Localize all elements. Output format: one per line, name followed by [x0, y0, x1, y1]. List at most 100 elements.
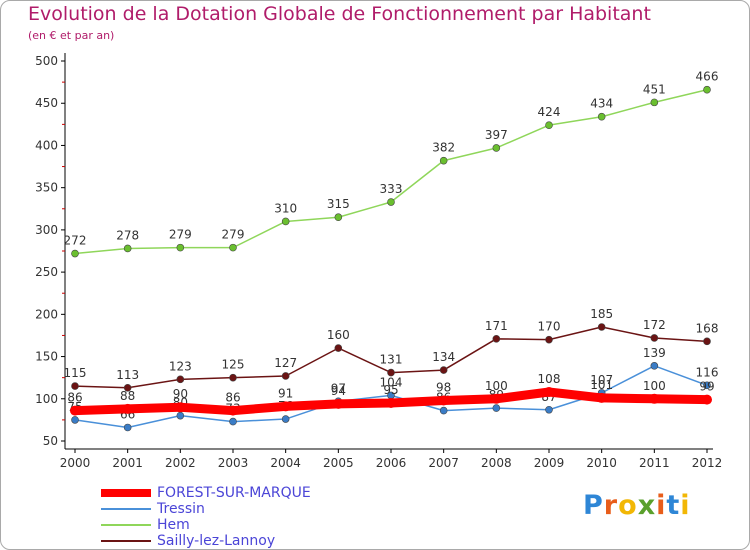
data-label: 108 — [538, 372, 561, 386]
data-point — [280, 401, 291, 412]
logo-letter: o — [618, 490, 638, 521]
proxiti-logo: Proxiti — [583, 490, 691, 521]
data-point — [71, 416, 79, 424]
data-point — [545, 405, 553, 414]
data-label: 115 — [64, 366, 87, 380]
data-label: 310 — [274, 201, 297, 215]
y-tick-label: 200 — [35, 307, 58, 321]
legend-label-hem: Hem — [157, 517, 190, 533]
legend-swatch-forest — [101, 489, 151, 497]
data-point — [545, 121, 553, 129]
data-point — [597, 112, 606, 121]
data-point — [387, 368, 395, 377]
data-label: 125 — [222, 358, 245, 372]
data-point — [649, 393, 660, 404]
data-point — [281, 415, 290, 423]
logo-letter: P — [583, 490, 604, 521]
data-label: 94 — [331, 384, 346, 398]
data-point — [492, 144, 501, 152]
data-point — [176, 243, 185, 252]
x-tick-label: 2007 — [428, 456, 459, 470]
x-tick-label: 2009 — [534, 456, 565, 470]
data-label: 279 — [222, 228, 245, 242]
data-point — [597, 323, 606, 331]
data-point — [386, 398, 396, 408]
legend-item-tressin: Tressin — [101, 501, 311, 517]
data-label: 168 — [696, 321, 719, 335]
data-label: 424 — [538, 105, 561, 119]
data-point — [596, 392, 607, 403]
data-label: 171 — [485, 319, 508, 333]
data-point — [333, 398, 344, 409]
data-label: 434 — [590, 97, 613, 111]
x-tick-label: 2005 — [323, 456, 354, 470]
data-label: 88 — [120, 389, 135, 403]
x-tick-label: 2003 — [218, 456, 249, 470]
data-point — [281, 217, 290, 226]
x-tick-label: 2006 — [376, 456, 407, 470]
data-label: 86 — [67, 391, 82, 405]
data-point — [650, 98, 659, 107]
data-label: 90 — [173, 387, 188, 401]
x-tick-label: 2010 — [586, 456, 617, 470]
data-label: 91 — [278, 386, 293, 400]
data-point — [281, 372, 290, 380]
x-tick-label: 2000 — [60, 456, 91, 470]
data-point — [439, 406, 448, 415]
y-tick-label: 100 — [35, 392, 58, 406]
legend-swatch-sailly — [101, 540, 151, 542]
data-point — [175, 402, 186, 413]
data-label: 98 — [436, 380, 451, 394]
data-label: 278 — [116, 228, 139, 242]
legend-item-hem: Hem — [101, 517, 311, 533]
logo-letter: t — [666, 490, 681, 521]
data-label: 100 — [485, 379, 508, 393]
x-tick-label: 2012 — [692, 456, 723, 470]
data-point — [228, 405, 238, 416]
data-label: 95 — [383, 383, 398, 397]
chart-subtitle: (en € et par an) — [28, 29, 115, 42]
data-label: 100 — [643, 379, 666, 393]
legend-label-forest: FOREST-SUR-MARQUE — [157, 485, 311, 501]
data-label: 172 — [643, 318, 666, 332]
data-point — [387, 198, 395, 206]
data-point — [492, 335, 501, 343]
data-point — [123, 244, 132, 253]
data-label: 104 — [380, 375, 403, 389]
data-point — [123, 383, 132, 392]
data-label: 333 — [380, 182, 403, 196]
x-tick-label: 2004 — [270, 456, 301, 470]
data-point — [176, 375, 185, 384]
x-tick-label: 2008 — [481, 456, 512, 470]
y-tick-label: 400 — [35, 138, 58, 152]
data-point — [176, 411, 185, 420]
y-tick-label: 350 — [35, 181, 58, 195]
y-tick-label: 150 — [35, 350, 58, 364]
y-tick-label: 50 — [43, 434, 58, 448]
data-point — [439, 366, 448, 374]
legend-item-sailly: Sailly-lez-Lannoy — [101, 533, 311, 549]
data-label: 160 — [327, 328, 350, 342]
data-label: 170 — [538, 320, 561, 334]
data-point — [545, 335, 553, 344]
data-label: 279 — [169, 228, 192, 242]
legend-swatch-tressin — [101, 508, 151, 510]
data-point — [492, 404, 501, 412]
data-point — [491, 393, 502, 404]
x-tick-label: 2002 — [165, 456, 196, 470]
data-label: 185 — [590, 307, 613, 321]
data-label: 127 — [274, 356, 297, 370]
chart-title: Evolution de la Dotation Globale de Fonc… — [28, 3, 651, 25]
data-point — [702, 394, 712, 405]
data-label: 139 — [643, 346, 666, 360]
data-point — [229, 373, 237, 382]
y-tick-label: 250 — [35, 265, 58, 279]
data-label: 113 — [116, 368, 139, 382]
data-point — [334, 344, 343, 352]
data-point — [122, 403, 133, 414]
logo-letter: i — [680, 490, 691, 521]
data-label: 466 — [696, 70, 719, 84]
x-tick-label: 2011 — [639, 456, 670, 470]
data-point — [229, 417, 237, 426]
